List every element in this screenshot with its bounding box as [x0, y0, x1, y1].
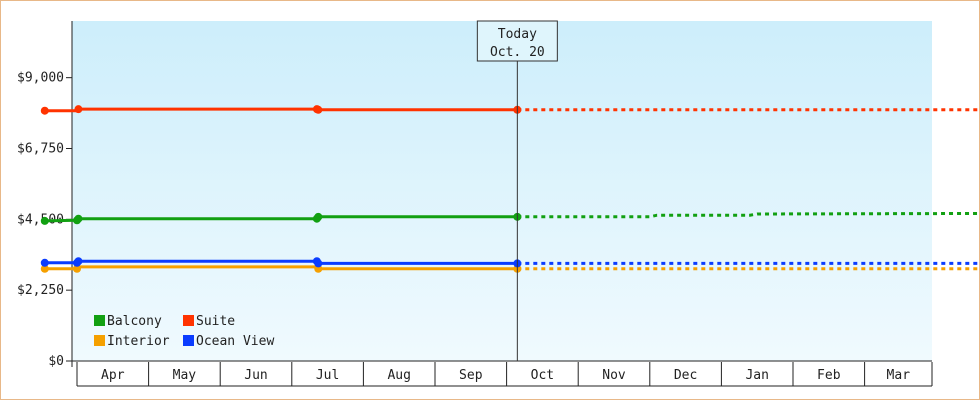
- series-line-actual: [44, 107, 518, 113]
- series-interior: [40, 264, 979, 273]
- x-tick-label: Aug: [387, 368, 410, 383]
- x-tick-label: Apr: [101, 368, 125, 383]
- legend-label: Interior: [107, 334, 170, 349]
- series-line-actual: [44, 265, 518, 271]
- x-tick-label: Jan: [745, 368, 768, 383]
- series-line-actual: [44, 259, 518, 265]
- series-balcony: [40, 211, 979, 225]
- x-tick-label: Feb: [817, 368, 841, 383]
- legend-swatch: [94, 315, 105, 326]
- x-tick-label: Jun: [244, 368, 267, 383]
- today-callout-date: Oct. 20: [490, 45, 545, 60]
- data-point: [314, 212, 323, 221]
- series-suite: [40, 105, 979, 115]
- data-point: [40, 216, 49, 225]
- y-tick-label: $4,500: [17, 212, 64, 227]
- legend-label: Balcony: [107, 314, 162, 329]
- today-callout-label: Today: [498, 27, 537, 42]
- x-tick-label: Jul: [316, 368, 339, 383]
- today-callout-box: [476, 20, 558, 62]
- data-point: [74, 105, 83, 114]
- series-line-actual: [44, 215, 518, 223]
- legend-swatch: [94, 335, 105, 346]
- legend-label: Ocean View: [196, 334, 274, 349]
- plot-area: [72, 21, 932, 361]
- y-tick-label: $6,750: [17, 142, 64, 157]
- y-tick-label: $0: [48, 354, 64, 369]
- data-point: [74, 257, 83, 266]
- y-tick-label: $9,000: [17, 71, 64, 86]
- x-tick-label: Mar: [887, 368, 911, 383]
- series-line-forecast: [517, 211, 979, 219]
- data-point: [40, 258, 49, 267]
- data-point: [74, 214, 83, 223]
- x-tick-label: Sep: [459, 368, 483, 383]
- data-point: [314, 105, 323, 114]
- legend-swatch: [183, 315, 194, 326]
- data-point: [314, 259, 323, 268]
- x-tick-label: Oct: [531, 368, 554, 383]
- series-ocean-view: [40, 257, 979, 268]
- data-point: [40, 106, 49, 115]
- x-tick-label: May: [173, 368, 197, 383]
- legend-label: Suite: [196, 314, 235, 329]
- x-tick-label: Dec: [674, 368, 697, 383]
- y-tick-label: $2,250: [17, 283, 64, 298]
- legend-swatch: [183, 335, 194, 346]
- data-point: [73, 264, 81, 273]
- x-tick-label: Nov: [602, 368, 626, 383]
- data-point: [40, 264, 49, 273]
